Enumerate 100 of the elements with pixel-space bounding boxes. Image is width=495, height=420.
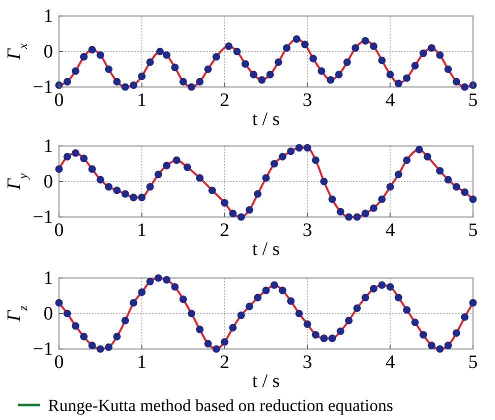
point: [378, 195, 386, 204]
point: [63, 310, 72, 318]
point: [292, 35, 300, 43]
point: [121, 316, 130, 324]
point: [428, 44, 436, 52]
point: [460, 188, 469, 196]
point: [138, 194, 146, 202]
point: [452, 78, 460, 86]
point: [188, 83, 196, 91]
point: [287, 297, 295, 305]
y-tick-label: −1: [32, 207, 53, 228]
point: [411, 318, 419, 326]
point: [63, 78, 72, 86]
point: [80, 53, 88, 61]
x-axis-title: t / s: [252, 109, 280, 130]
point: [469, 81, 477, 90]
point: [80, 154, 88, 162]
point: [295, 310, 303, 318]
point: [104, 183, 112, 191]
point: [362, 210, 370, 218]
y-tick-label: 1: [44, 268, 53, 289]
point: [88, 342, 96, 350]
point: [452, 329, 460, 337]
point: [378, 281, 386, 289]
point: [212, 345, 220, 353]
y-tick-label: 0: [44, 42, 53, 62]
point: [328, 195, 336, 204]
x-tick-label: 2: [220, 352, 230, 373]
point: [196, 78, 204, 86]
point: [130, 299, 138, 307]
point: [55, 165, 63, 173]
point: [362, 294, 370, 302]
x-tick-label: 1: [137, 352, 147, 373]
point: [282, 44, 290, 52]
point: [278, 152, 286, 160]
point: [270, 281, 278, 289]
x-tick-label: 3: [302, 90, 312, 111]
point: [278, 286, 286, 294]
point: [179, 78, 187, 86]
point: [162, 276, 170, 284]
point: [394, 294, 402, 302]
point: [246, 302, 254, 310]
point: [370, 42, 378, 50]
point: [386, 283, 394, 291]
x-tick-label: 1: [137, 220, 147, 241]
point: [196, 326, 204, 334]
point: [224, 42, 233, 50]
point: [154, 170, 162, 178]
x-tick-label: 1: [137, 90, 147, 111]
point: [274, 58, 282, 66]
point: [469, 299, 477, 307]
point: [220, 199, 228, 207]
y-tick-label: 0: [44, 304, 53, 324]
point: [304, 320, 312, 328]
point: [254, 190, 262, 198]
point: [444, 342, 452, 350]
point: [394, 170, 402, 178]
point: [326, 76, 334, 84]
point: [113, 78, 121, 86]
x-tick-label: 5: [468, 220, 478, 241]
point: [237, 213, 245, 221]
point: [336, 208, 344, 216]
point: [370, 284, 378, 292]
point: [88, 46, 96, 54]
point: [378, 56, 386, 64]
point: [318, 67, 326, 75]
point: [312, 331, 320, 339]
point: [171, 283, 179, 291]
point: [104, 65, 112, 74]
point: [130, 194, 138, 202]
legend-label: Runge-Kutta method based on reduction equations: [48, 396, 394, 415]
point: [335, 70, 343, 78]
point: [96, 345, 104, 353]
point: [320, 178, 328, 186]
point: [370, 204, 378, 212]
x-axis-title: t / s: [252, 371, 280, 392]
point: [138, 72, 146, 80]
point: [254, 294, 262, 302]
point: [420, 331, 428, 339]
point: [262, 286, 270, 294]
point: [172, 156, 180, 164]
point: [72, 67, 80, 75]
point: [353, 213, 361, 221]
x-axis-title: t / s: [252, 239, 280, 260]
point: [171, 64, 179, 72]
y-tick-label: 0: [44, 172, 53, 192]
point: [328, 334, 336, 342]
x-tick-label: 2: [220, 90, 230, 111]
point: [386, 70, 394, 78]
x-tick-label: 2: [220, 220, 230, 241]
point: [301, 40, 309, 48]
point: [208, 186, 216, 194]
point: [287, 148, 295, 156]
point: [220, 338, 228, 346]
point: [212, 53, 220, 61]
x-tick-label: 3: [302, 352, 312, 373]
point: [345, 316, 353, 324]
x-tick-label: 5: [468, 352, 478, 373]
x-tick-label: 4: [385, 90, 396, 111]
point: [411, 62, 419, 70]
